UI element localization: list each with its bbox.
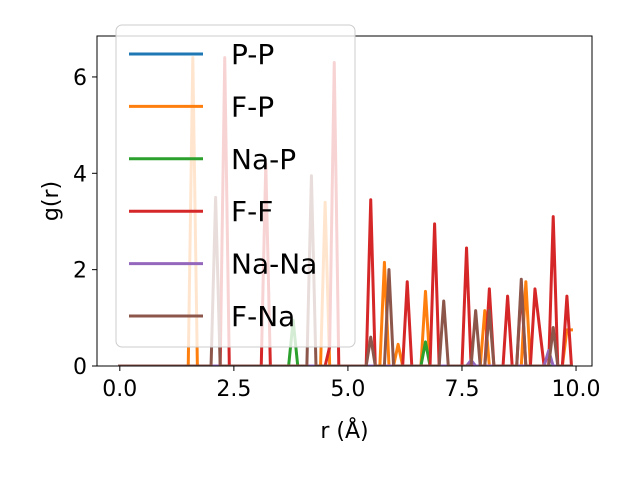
legend-label: P-P — [231, 38, 274, 71]
x-tick-label: 5.0 — [330, 377, 365, 402]
legend-label: F-P — [231, 90, 274, 123]
x-tick-label: 7.5 — [444, 377, 479, 402]
legend-label: F-Na — [231, 300, 295, 333]
legend-box — [115, 24, 356, 348]
y-tick-label: 2 — [73, 259, 87, 284]
legend: P-P F-P Na-P F-F Na-Na F-Na — [115, 24, 356, 348]
x-tick-label: 2.5 — [216, 377, 251, 402]
y-tick-label: 4 — [73, 162, 87, 187]
legend-label: Na-P — [231, 143, 296, 176]
series-line-f-f — [118, 56, 573, 366]
legend-label: Na-Na — [231, 248, 317, 281]
y-tick-label: 6 — [73, 66, 87, 91]
x-tick-label: 0.0 — [102, 377, 137, 402]
x-tick-label: 10.0 — [552, 377, 601, 402]
series-line-f-p — [118, 56, 573, 366]
x-axis-label: r (Å) — [320, 417, 368, 444]
axes-layer: 0.0 2.5 5.0 7.5 10.0 0 2 4 6 — [73, 35, 601, 402]
y-tick-label: 0 — [73, 355, 87, 380]
y-axis-label: g(r) — [39, 181, 64, 221]
legend-label: F-F — [231, 195, 273, 228]
